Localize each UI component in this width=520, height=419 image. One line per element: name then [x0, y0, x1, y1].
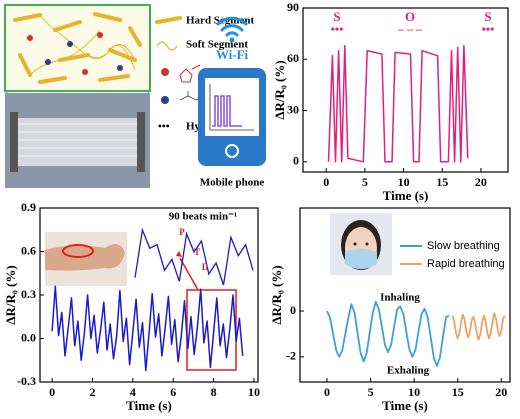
wave-label: P: [179, 227, 185, 237]
x-tick-label: 6: [170, 385, 176, 399]
morse-code: – – –: [397, 22, 423, 36]
ions: [27, 32, 123, 75]
fiber-spool: [15, 118, 140, 166]
y-tick-label: 0: [290, 303, 296, 317]
zoom-arrow: [179, 257, 199, 291]
x-tick-label: 8: [211, 385, 217, 399]
y-axis-label: ΔR/R₀ (%): [272, 60, 287, 119]
hard-segments: [13, 12, 142, 84]
y-tick-label: -0.3: [17, 374, 36, 388]
y-tick-label: -2: [286, 349, 296, 363]
x-tick-label: 10: [248, 385, 260, 399]
x-tick-label: 5: [368, 385, 374, 399]
morse-code: •••: [331, 22, 344, 36]
data-line: [51, 285, 244, 372]
y-axis-label: ΔR/R₀ (%): [3, 265, 18, 324]
soft-segments: [29, 14, 136, 76]
y-tick-label: 0.6: [21, 243, 36, 257]
x-tick-label: 2: [89, 385, 95, 399]
x-tick-label: 15: [452, 385, 464, 399]
annotation: Exhaling: [387, 365, 430, 377]
legend-symbol: •••: [158, 121, 170, 133]
annotation: S: [484, 9, 491, 24]
y-tick-label: 0.9: [21, 200, 36, 214]
x-tick-label: 10: [408, 385, 420, 399]
inset-title: 90 beats min⁻¹: [169, 211, 237, 223]
wave-label: T: [194, 247, 200, 257]
x-tick-label: 0: [323, 175, 329, 189]
face-photo: [330, 213, 392, 275]
y-tick-label: 60: [287, 51, 299, 65]
annotation: Inhaling: [380, 292, 420, 304]
morse-code: •••: [482, 22, 495, 36]
y-tick-label: 0: [293, 154, 299, 168]
annotation: O: [405, 9, 415, 24]
annotation: S: [333, 9, 340, 24]
y-tick-label: 0.0: [21, 330, 36, 344]
legend-label: Slow breathing: [427, 240, 500, 252]
x-tick-label: 0: [324, 385, 330, 399]
wave-label: D: [202, 262, 209, 272]
wireless-graphic: Wi-Fi Mobile phone: [198, 16, 266, 189]
y-tick-label: 30: [287, 102, 299, 116]
x-tick-label: 4: [130, 385, 136, 399]
wrist-photo: [45, 232, 127, 286]
data-line: [327, 44, 469, 163]
legend-label: Rapid breathing: [427, 258, 505, 270]
x-axis-label: Time (s): [383, 188, 429, 203]
y-tick-label: 0.3: [21, 287, 36, 301]
x-tick-label: 10: [398, 175, 410, 189]
x-axis-label: Time (s): [382, 398, 428, 413]
x-tick-label: 15: [436, 175, 448, 189]
x-tick-label: 0: [49, 385, 55, 399]
y-tick-label: 90: [287, 0, 299, 14]
x-axis-label: Time (s): [126, 398, 172, 413]
wifi-label: Wi-Fi: [216, 47, 249, 62]
x-tick-label: 20: [495, 385, 507, 399]
inset-line: [134, 227, 254, 286]
y-axis-label: ΔR/R₀ (%): [269, 265, 284, 324]
plot-frame: [299, 207, 511, 383]
plot-frame: [302, 7, 509, 173]
phone-label: Mobile phone: [200, 177, 265, 189]
molecular-illustration: Hard Segment Soft Segment ••• Hydrogen b…: [4, 4, 259, 188]
x-tick-label: 5: [362, 175, 368, 189]
data-line: [451, 312, 506, 341]
x-tick-label: 20: [475, 175, 487, 189]
data-line: [326, 301, 450, 367]
